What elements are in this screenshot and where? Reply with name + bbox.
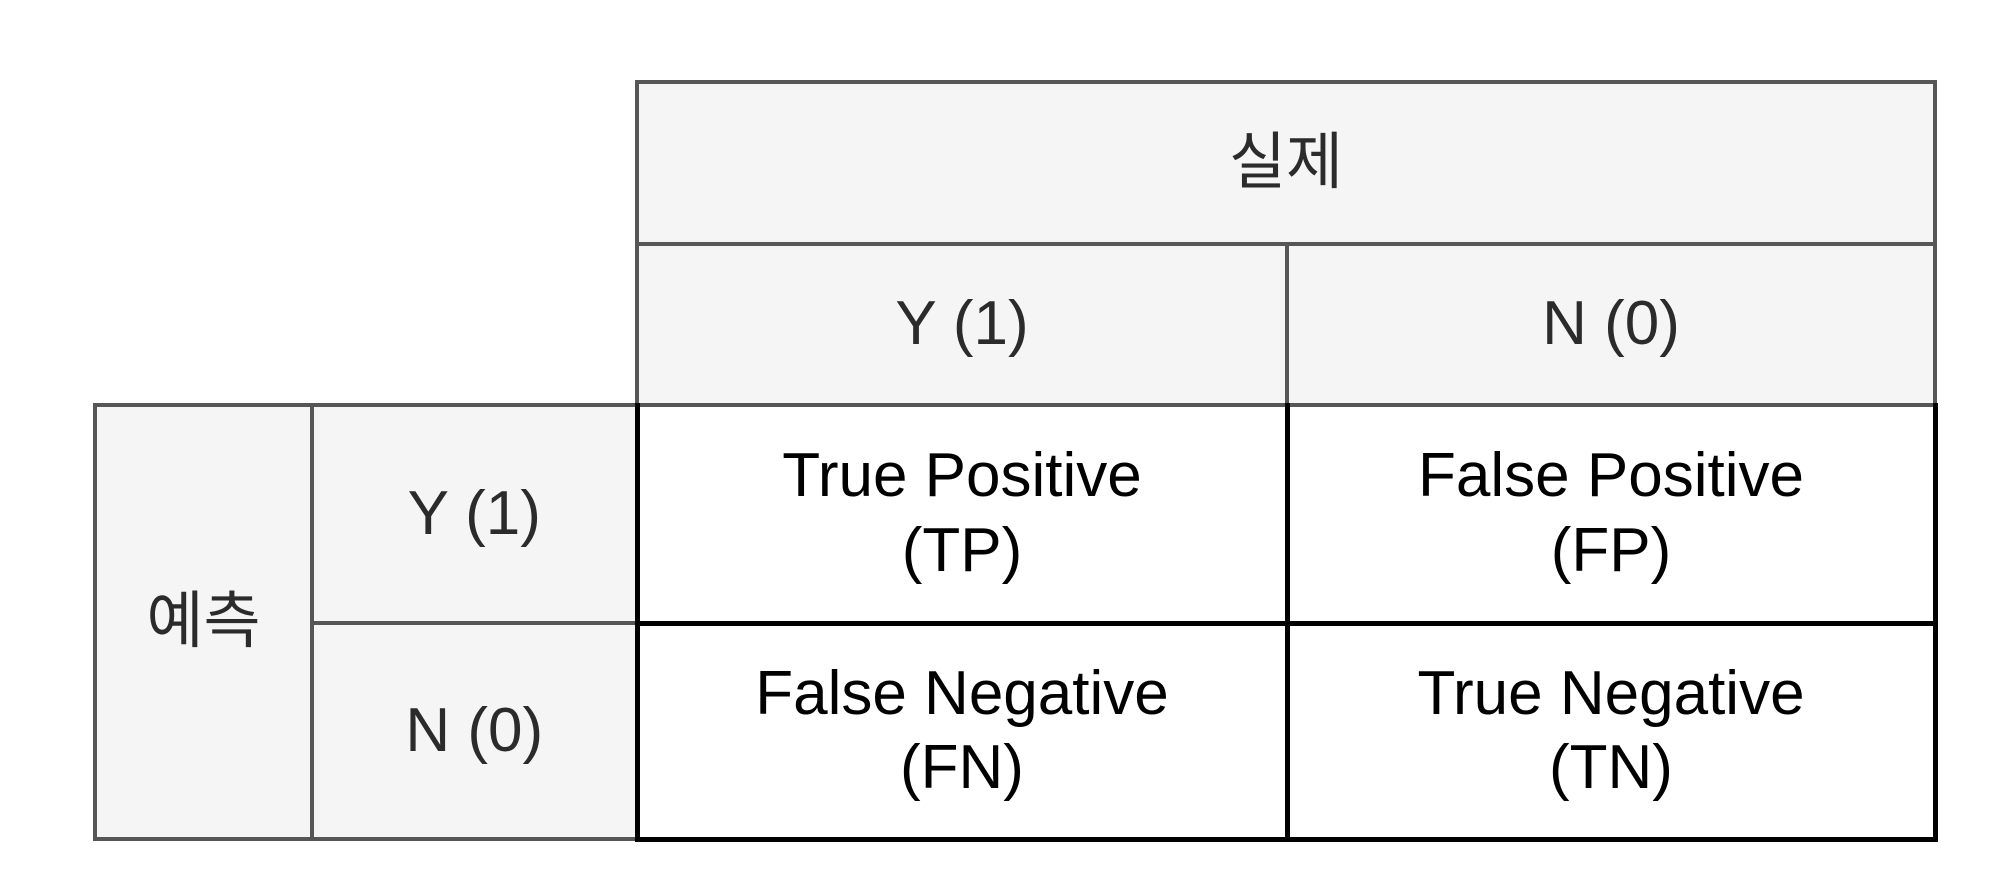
col-header-actual-n0: N (0)	[1285, 242, 1937, 407]
cell-abbr: (FN)	[900, 733, 1024, 802]
cell-true-positive: True Positive (TP)	[634, 403, 1290, 626]
cell-false-negative: False Negative (FN)	[634, 620, 1290, 842]
row-header-predicted-y1: Y (1)	[310, 403, 639, 625]
cell-title: True Negative	[1417, 658, 1805, 728]
cell-abbr: (FP)	[1550, 515, 1672, 585]
predicted-axis-header: 예측	[93, 403, 314, 841]
actual-axis-header: 실제	[635, 80, 1937, 246]
top-left-spacer	[95, 82, 637, 244]
top-left-spacer	[95, 244, 637, 405]
cell-true-negative: True Negative (TN)	[1284, 620, 1938, 842]
cell-title: False Positive	[1418, 441, 1804, 511]
row-header-predicted-n0: N (0)	[310, 621, 639, 841]
cell-title: True Positive	[782, 441, 1142, 511]
confusion-matrix-table: 실제 Y (1) N (0) 예측 Y (1) True Positive (T…	[93, 80, 1938, 842]
col-header-actual-y1: Y (1)	[635, 242, 1289, 407]
cell-abbr: (TN)	[1549, 733, 1673, 802]
cell-title: False Negative	[755, 658, 1169, 728]
cell-abbr: (TP)	[901, 515, 1023, 585]
cell-false-positive: False Positive (FP)	[1284, 403, 1938, 626]
